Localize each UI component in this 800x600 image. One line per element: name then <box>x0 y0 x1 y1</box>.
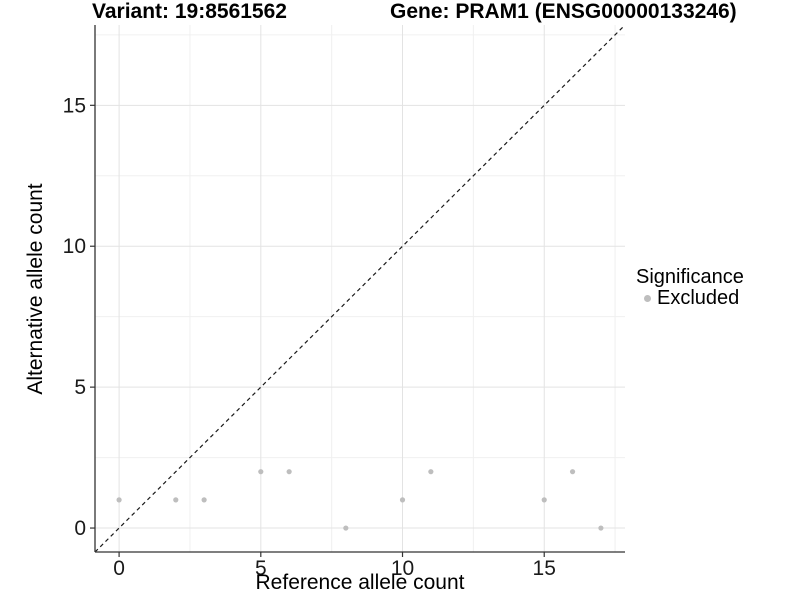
identity-dashed-line <box>94 24 626 553</box>
data-point <box>428 469 434 475</box>
data-point <box>598 525 604 531</box>
plot-title-variant: Variant: 19:8561562 <box>92 0 287 23</box>
data-point <box>116 497 122 503</box>
data-point <box>258 469 264 475</box>
y-tick-label: 10 <box>63 235 86 258</box>
legend-title: Significance <box>636 266 744 288</box>
data-point <box>343 525 349 531</box>
y-axis-title: Alternative allele count <box>24 183 47 395</box>
y-tick-label: 0 <box>74 517 86 540</box>
legend-key <box>638 290 656 308</box>
legend-item-label: Excluded <box>657 287 740 309</box>
x-axis-title: Reference allele count <box>255 571 465 594</box>
data-point <box>286 469 292 475</box>
data-point <box>541 497 547 503</box>
x-tick-label: 5 <box>255 557 267 580</box>
data-point <box>201 497 207 503</box>
y-tick-label: 15 <box>63 94 86 117</box>
data-point <box>399 497 406 503</box>
y-tick-label: 5 <box>74 376 86 399</box>
x-tick-label: 0 <box>113 557 125 580</box>
x-tick-label: 10 <box>391 557 414 580</box>
legend-item-excluded: Excluded <box>636 288 744 309</box>
data-point <box>173 497 179 503</box>
data-point <box>569 469 576 475</box>
plot-title-gene: Gene: PRAM1 (ENSG00000133246) <box>390 0 737 23</box>
legend: Significance Excluded <box>636 266 744 309</box>
x-tick-label: 15 <box>533 557 556 580</box>
excluded-point-icon <box>643 295 651 302</box>
